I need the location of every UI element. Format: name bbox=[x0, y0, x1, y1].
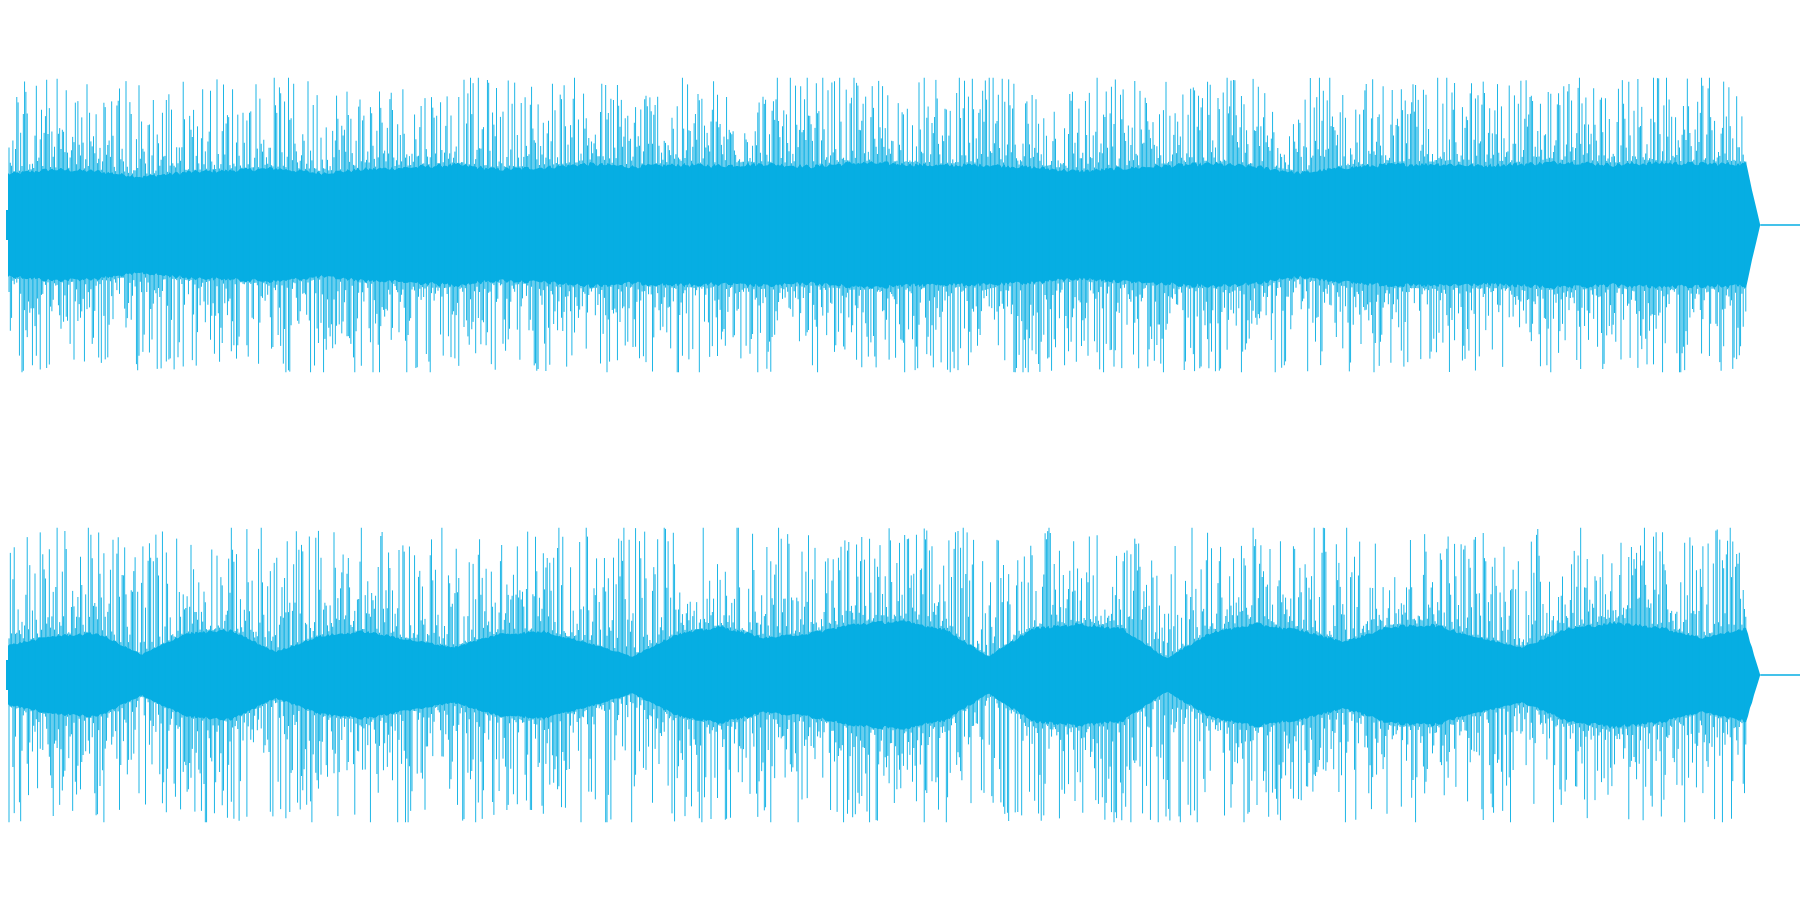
left-channel-waveform[interactable] bbox=[6, 77, 1800, 373]
right-channel-waveform[interactable] bbox=[6, 527, 1800, 823]
right-channel-transients bbox=[8, 527, 1747, 823]
left-channel-transients bbox=[8, 77, 1747, 373]
